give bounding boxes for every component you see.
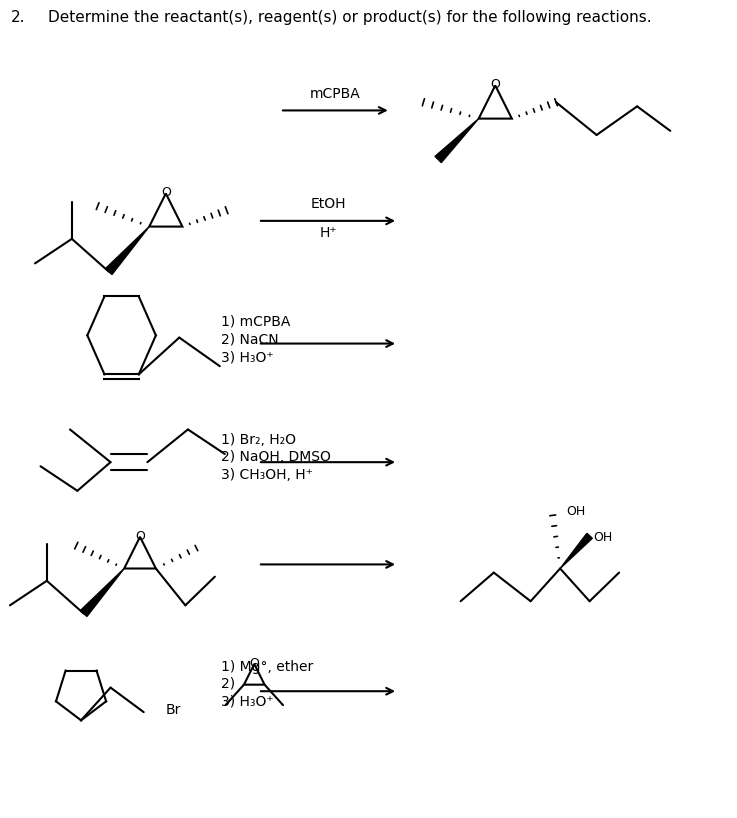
Text: Determine the reactant(s), reagent(s) or product(s) for the following reactions.: Determine the reactant(s), reagent(s) or…	[48, 10, 652, 25]
Text: 3) H₃O⁺: 3) H₃O⁺	[221, 694, 273, 709]
Text: 2) NaOH, DMSO: 2) NaOH, DMSO	[221, 450, 331, 465]
Text: O: O	[249, 657, 259, 670]
Text: 1) mCPBA: 1) mCPBA	[221, 314, 290, 329]
Polygon shape	[435, 119, 479, 163]
Text: H⁺: H⁺	[319, 226, 337, 240]
Text: 3) H₃O⁺: 3) H₃O⁺	[221, 350, 273, 365]
Polygon shape	[560, 533, 593, 569]
Text: O: O	[135, 530, 145, 543]
Text: 1) Br₂, H₂O: 1) Br₂, H₂O	[221, 433, 296, 447]
Text: Br: Br	[166, 703, 181, 717]
Text: OH: OH	[566, 505, 585, 518]
Text: mCPBA: mCPBA	[310, 87, 360, 101]
Text: O: O	[490, 79, 500, 92]
Polygon shape	[105, 227, 149, 275]
Text: O: O	[161, 187, 171, 200]
Text: 2.: 2.	[11, 10, 26, 25]
Text: EtOH: EtOH	[310, 196, 346, 211]
Text: OH: OH	[593, 531, 612, 544]
Text: 3) CH₃OH, H⁺: 3) CH₃OH, H⁺	[221, 468, 313, 483]
Text: 2) NaCN: 2) NaCN	[221, 332, 279, 347]
Text: 2): 2)	[221, 676, 235, 691]
Text: 1) Mg°, ether: 1) Mg°, ether	[221, 659, 313, 674]
Polygon shape	[80, 569, 124, 617]
